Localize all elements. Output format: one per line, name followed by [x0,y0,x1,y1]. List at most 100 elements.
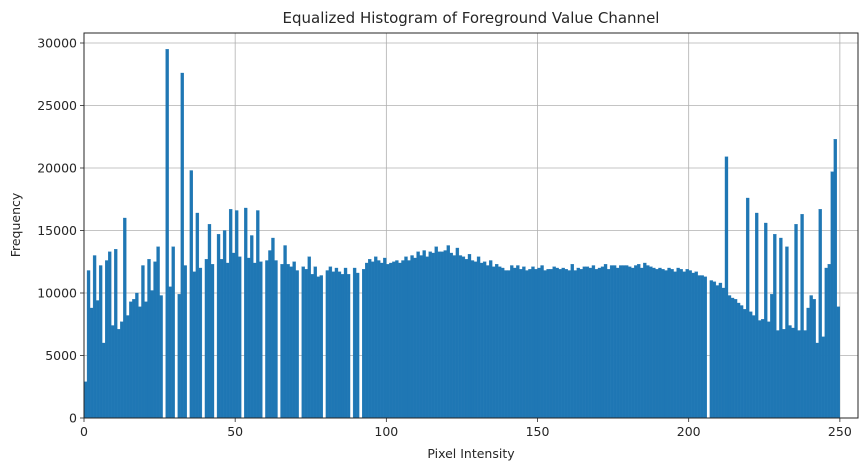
histogram-bar [821,336,825,419]
histogram-bar [646,265,650,419]
y-tick-label: 10000 [37,286,77,301]
histogram-bar [573,270,577,419]
histogram-bar [634,265,638,419]
histogram-bar [89,307,94,419]
histogram-bar [615,267,620,419]
histogram-bar [222,230,227,419]
histogram-bar [733,299,738,419]
histogram-bar [355,272,360,419]
histogram-bar [198,267,203,419]
histogram-bar [637,264,641,419]
histogram-bar [628,266,632,419]
histogram-bar [833,139,837,419]
histogram-bar [745,197,750,419]
histogram-bar [292,261,296,419]
histogram-bar [730,297,735,419]
histogram-bar [470,260,475,419]
histogram-bar [431,252,435,419]
histogram-bar [485,265,490,419]
y-tick-label: 30000 [37,36,77,51]
histogram-bar [555,267,559,419]
histogram-bar [594,269,599,419]
histogram-bar [658,267,662,419]
histogram-bar [407,260,411,419]
histogram-bar [416,251,420,419]
histogram-bars [83,49,841,419]
histogram-bar [582,266,587,419]
x-axis-ticks: 0 50 100 150 200 250 [80,418,852,439]
histogram-bar [667,267,671,419]
histogram-bar [268,250,272,419]
histogram-bar [404,256,408,419]
histogram-bar [271,237,275,419]
y-tick-label: 0 [69,411,77,426]
histogram-bar [564,269,568,419]
x-tick-label: 250 [828,424,852,439]
histogram-bar [767,321,771,419]
histogram-bar [797,330,801,419]
y-tick-label: 5000 [45,348,77,363]
histogram-bar [458,255,463,419]
histogram-bar [803,330,807,419]
histogram-bar [108,251,112,419]
histogram-bar [504,270,508,419]
histogram-bar [770,294,774,419]
histogram-bar [244,207,248,419]
histogram-bar [510,265,514,419]
histogram-bar [516,265,520,419]
histogram-bar [649,266,653,419]
histogram-bar [498,266,502,419]
histogram-bar [238,256,242,419]
x-tick-label: 200 [677,424,701,439]
histogram-bar [625,265,629,419]
histogram-bar [189,170,193,419]
histogram-bar [168,286,172,419]
histogram-bar [788,325,792,419]
histogram-bar [691,272,695,419]
histogram-bar [105,260,109,419]
histogram-bar [192,271,197,419]
x-axis-label: Pixel Intensity [427,446,515,461]
histogram-bar [758,320,762,419]
histogram-bar [362,269,366,419]
histogram-bar [492,266,496,419]
histogram-bar [622,265,626,419]
histogram-bar [609,265,614,419]
histogram-bar [579,269,584,419]
histogram-bar [117,329,121,419]
histogram-bar [274,260,278,419]
histogram-bar [800,214,804,419]
histogram-bar [694,271,698,419]
histogram-bar [682,271,686,419]
histogram-bar [543,270,547,419]
histogram-bar [749,311,753,419]
histogram-bar [346,274,351,419]
histogram-bar [325,270,330,419]
histogram-bar [95,300,100,419]
histogram-bar [473,261,478,419]
histogram-bar [310,274,314,419]
histogram-bar [488,260,493,419]
histogram-bar [655,269,659,419]
histogram-bar [144,301,148,419]
histogram-bar [114,249,118,419]
histogram-bar [567,270,571,419]
histogram-bar [537,267,541,419]
histogram-bar [228,209,233,419]
histogram-bar [806,307,810,419]
histogram-bar [334,267,339,419]
histogram-bar [652,267,656,419]
histogram-bar [724,156,729,419]
histogram-bar [171,246,175,419]
histogram-bar [449,252,454,419]
histogram-bar [446,245,450,419]
histogram-bar [219,259,224,419]
histogram-bar [452,255,457,419]
histogram-bar [259,261,263,419]
histogram-bar [664,270,668,419]
histogram-bar [782,329,786,419]
histogram-bar [210,264,215,419]
histogram-bar [319,275,324,419]
histogram-bar [126,315,130,419]
y-tick-label: 25000 [37,98,77,113]
